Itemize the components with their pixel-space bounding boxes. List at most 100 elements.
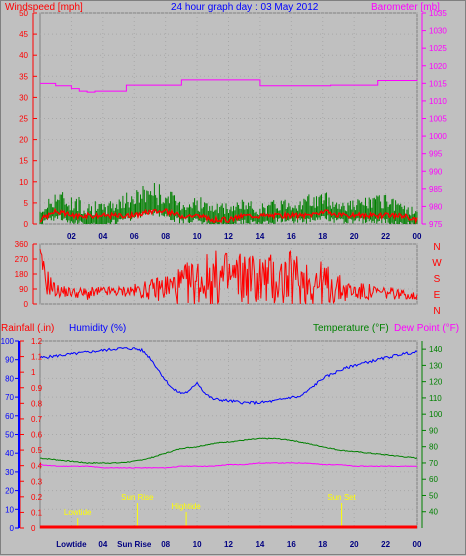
time-tick-label: 06 bbox=[130, 232, 139, 241]
windspeed-tick-label: 45 bbox=[19, 30, 28, 39]
time-tick-label: 20 bbox=[350, 540, 359, 549]
barometer-tick-label: 1025 bbox=[429, 44, 447, 53]
dewpoint-line bbox=[39, 462, 418, 469]
humidity-tick-label: 60 bbox=[5, 412, 14, 421]
windspeed-tick-label: 30 bbox=[19, 93, 28, 102]
barometer-tick-label: 975 bbox=[429, 220, 443, 229]
direction-tick-label: 90 bbox=[19, 285, 28, 294]
rainfall-tick-label: 0.9 bbox=[31, 384, 43, 393]
rainfall-tick-label: 1.2 bbox=[31, 337, 43, 346]
barometer-tick-label: 990 bbox=[429, 167, 443, 176]
direction-tick-label: 180 bbox=[15, 270, 29, 279]
time-tick-label: 00 bbox=[413, 232, 422, 241]
windspeed-tick-label: 10 bbox=[19, 178, 28, 187]
temperature-tick-label: 140 bbox=[429, 345, 443, 354]
humidity-tick-label: 20 bbox=[5, 487, 14, 496]
rainfall-tick-label: 0.3 bbox=[31, 477, 43, 486]
rainfall-tick-label: 1 bbox=[31, 368, 36, 377]
time-tick-label: 18 bbox=[318, 540, 327, 549]
time-tick-label: 10 bbox=[193, 232, 202, 241]
rainfall-tick-label: 0.6 bbox=[31, 431, 43, 440]
time-tick-label: 18 bbox=[318, 232, 327, 241]
chart-title: 24 hour graph day : 03 May 2012 bbox=[171, 2, 319, 13]
humidity-tick-label: 50 bbox=[5, 431, 14, 440]
time-tick-label: 14 bbox=[255, 232, 264, 241]
time-tick-label: 12 bbox=[224, 232, 233, 241]
barometer-tick-label: 980 bbox=[429, 202, 443, 211]
windspeed-tick-label: 50 bbox=[19, 9, 28, 18]
time-tick-label: 02 bbox=[67, 232, 76, 241]
windspeed-tick-label: 0 bbox=[24, 220, 29, 229]
time-tick-label: 22 bbox=[381, 232, 390, 241]
barometer-tick-label: 1035 bbox=[429, 9, 447, 18]
time-tick-label: 14 bbox=[255, 540, 264, 549]
time-tick-label: 16 bbox=[287, 540, 296, 549]
barometer-tick-label: 985 bbox=[429, 185, 443, 194]
rainfall-tick-label: 0.2 bbox=[31, 493, 43, 502]
event-marker-label: Sun Set bbox=[327, 493, 356, 502]
temperature-tick-label: 120 bbox=[429, 378, 443, 387]
temperature-tick-label: 90 bbox=[429, 426, 438, 435]
rainfall-tick-label: 0.8 bbox=[31, 399, 43, 408]
temperature-tick-label: 110 bbox=[429, 394, 442, 403]
time-tick-label: 04 bbox=[98, 540, 107, 549]
barometer-tick-label: 1020 bbox=[429, 62, 447, 71]
barometer-axis-label: Barometer [mb] bbox=[371, 2, 440, 13]
compass-label: S bbox=[434, 274, 441, 285]
time-tick-label: 08 bbox=[161, 232, 170, 241]
humidity-tick-label: 0 bbox=[10, 524, 15, 533]
windspeed-axis-label: Windspeed [mph] bbox=[5, 2, 83, 13]
compass-label: N bbox=[433, 306, 440, 317]
temperature-tick-label: 60 bbox=[429, 475, 438, 484]
rainfall-axis-label: Rainfall (.in) bbox=[1, 323, 54, 334]
direction-tick-label: 270 bbox=[15, 255, 29, 264]
temperature-tick-label: 80 bbox=[429, 443, 438, 452]
windspeed-tick-label: 25 bbox=[19, 115, 28, 124]
event-marker-label: Sun Rise bbox=[121, 493, 154, 502]
barometer-tick-label: 1010 bbox=[429, 97, 447, 106]
windspeed-tick-label: 35 bbox=[19, 72, 28, 81]
windspeed-tick-label: 15 bbox=[19, 157, 28, 166]
humidity-tick-label: 90 bbox=[5, 356, 14, 365]
windspeed-tick-label: 5 bbox=[24, 199, 29, 208]
temperature-tick-label: 130 bbox=[429, 361, 443, 370]
humidity-tick-label: 100 bbox=[1, 337, 15, 346]
windspeed-tick-label: 40 bbox=[19, 51, 28, 60]
temperature-tick-label: 100 bbox=[429, 410, 443, 419]
windspeed-tick-label: 20 bbox=[19, 136, 28, 145]
barometer-tick-label: 1030 bbox=[429, 27, 447, 36]
compass-label: E bbox=[434, 290, 441, 301]
temperature-tick-label: 70 bbox=[429, 459, 438, 468]
direction-tick-label: 0 bbox=[24, 300, 29, 309]
time-tick-label: 10 bbox=[193, 540, 202, 549]
rainfall-tick-label: 0.1 bbox=[31, 508, 43, 517]
event-marker-label: Lowtide bbox=[64, 508, 92, 517]
humidity-tick-label: 10 bbox=[5, 505, 14, 514]
humidity-tick-label: 70 bbox=[5, 393, 14, 402]
compass-label: W bbox=[432, 258, 442, 269]
rainfall-tick-label: 0.5 bbox=[31, 446, 43, 455]
time-tick-label: 00 bbox=[413, 540, 422, 549]
rainfall-tick-label: 0.4 bbox=[31, 462, 43, 471]
average-wind-line bbox=[39, 207, 418, 225]
time-tick-label: 16 bbox=[287, 232, 296, 241]
barometer-tick-label: 1000 bbox=[429, 132, 447, 141]
time-tick-label: 20 bbox=[350, 232, 359, 241]
humidity-tick-label: 40 bbox=[5, 449, 14, 458]
humidity-tick-label: 80 bbox=[5, 374, 14, 383]
barometer-line bbox=[40, 79, 418, 93]
rainfall-tick-label: 1.1 bbox=[31, 353, 43, 362]
direction-tick-label: 360 bbox=[15, 240, 29, 249]
humidity-tick-label: 30 bbox=[5, 468, 14, 477]
humidity-axis-label: Humidity (%) bbox=[69, 323, 126, 334]
time-tick-label: Lowtide bbox=[56, 540, 87, 549]
humidity-line bbox=[39, 347, 418, 406]
wind-direction-line bbox=[39, 248, 418, 305]
dewpoint-axis-label: Dew Point (°F) bbox=[394, 323, 459, 334]
time-tick-label: 04 bbox=[98, 232, 107, 241]
barometer-tick-label: 1005 bbox=[429, 115, 447, 124]
time-tick-label: 08 bbox=[161, 540, 170, 549]
temperature-line bbox=[40, 437, 418, 464]
